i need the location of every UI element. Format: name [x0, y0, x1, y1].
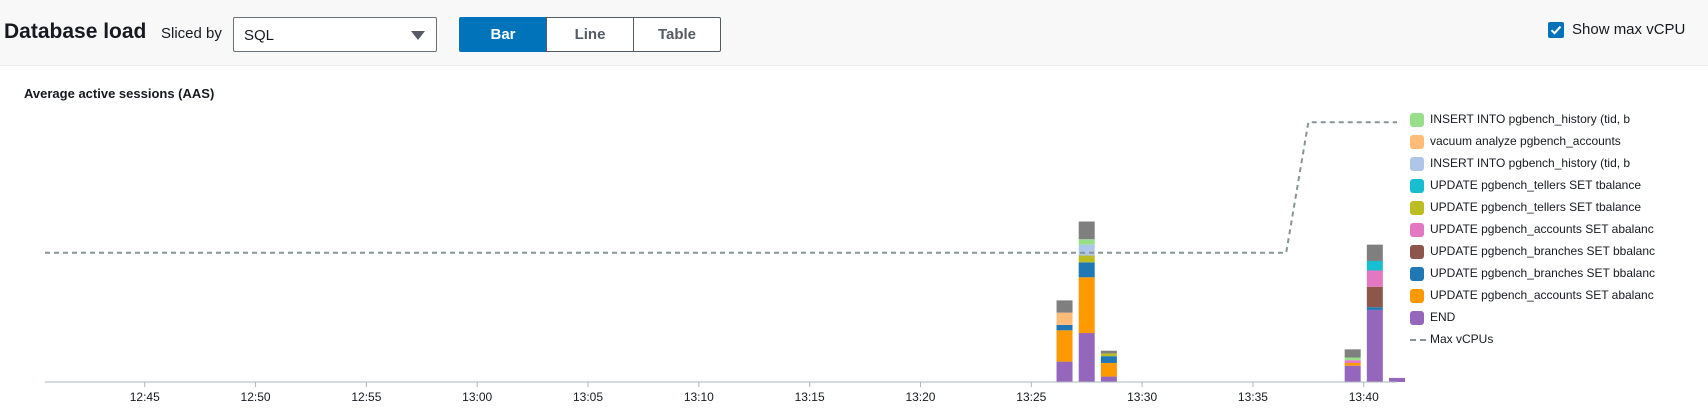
legend-swatch — [1410, 223, 1424, 237]
x-tick-label: 12:45 — [130, 390, 160, 404]
bar-segment-other — [1056, 300, 1073, 313]
page-title: Database load — [4, 20, 147, 43]
bar-segment — [1100, 356, 1117, 363]
legend-item[interactable]: UPDATE pgbench_branches SET bbalanc — [1410, 264, 1700, 286]
check-icon — [1550, 25, 1562, 35]
x-tick-label: 13:00 — [462, 390, 492, 404]
bar-segment — [1100, 376, 1117, 382]
bar-segment — [1344, 357, 1361, 361]
legend-swatch — [1410, 113, 1424, 127]
bar-segment — [1056, 312, 1073, 325]
x-tick-label: 13:15 — [795, 390, 825, 404]
x-tick-label: 13:35 — [1238, 390, 1268, 404]
bar-segment — [1366, 307, 1383, 310]
caret-down-icon — [411, 31, 425, 40]
legend-swatch — [1410, 311, 1424, 325]
sliced-by-label: Sliced by — [161, 25, 222, 42]
legend-label: UPDATE pgbench_tellers SET tbalance — [1430, 178, 1642, 192]
sliced-by-select[interactable]: SQL — [233, 17, 437, 52]
bar-segment — [1100, 353, 1117, 357]
x-tick-label: 13:40 — [1349, 390, 1379, 404]
legend-item[interactable]: vacuum analyze pgbench_accounts — [1410, 132, 1700, 154]
legend-swatch — [1410, 245, 1424, 259]
legend-swatch — [1410, 135, 1424, 149]
legend-item[interactable]: END — [1410, 308, 1700, 330]
legend-label: END — [1430, 310, 1456, 324]
chart-legend: INSERT INTO pgbench_history (tid, b vacuu… — [1410, 110, 1700, 352]
bar-segment — [1078, 277, 1095, 334]
x-tick-label: 13:10 — [684, 390, 714, 404]
legend-label: UPDATE pgbench_branches SET bbalanc — [1430, 244, 1656, 258]
bar-segment — [1366, 270, 1383, 287]
legend-swatch — [1410, 179, 1424, 193]
legend-swatch — [1410, 157, 1424, 171]
x-tick-label: 13:25 — [1016, 390, 1046, 404]
x-tick-label: 12:55 — [351, 390, 381, 404]
bar-segment — [1056, 330, 1073, 362]
bar-segment — [1344, 360, 1361, 363]
bar-segment — [1389, 377, 1405, 382]
legend-label: INSERT INTO pgbench_history (tid, b — [1430, 112, 1631, 126]
bar-segment — [1100, 362, 1117, 377]
chart-title: Average active sessions (AAS) — [24, 86, 215, 101]
show-max-vcpu-label: Show max vCPU — [1572, 21, 1686, 38]
legend-swatch — [1410, 267, 1424, 281]
legend-item[interactable]: INSERT INTO pgbench_history (tid, b — [1410, 154, 1700, 176]
legend-item[interactable]: Max vCPUs — [1410, 330, 1700, 352]
legend-label: Max vCPUs — [1430, 332, 1494, 346]
bar-segment — [1078, 255, 1095, 263]
legend-label: UPDATE pgbench_branches SET bbalanc — [1430, 266, 1656, 280]
x-tick-label: 13:05 — [573, 390, 603, 404]
legend-item[interactable]: INSERT INTO pgbench_history (tid, b — [1410, 110, 1700, 132]
bar-segment-other — [1078, 221, 1095, 240]
max-vcpu-line — [45, 121, 1397, 254]
legend-item[interactable]: UPDATE pgbench_accounts SET abalanc — [1410, 286, 1700, 308]
db-load-header: Database load Sliced by SQL Bar Line Tab… — [0, 0, 1708, 66]
bar-segment-other — [1366, 244, 1383, 261]
legend-label: vacuum analyze pgbench_accounts — [1430, 134, 1621, 148]
view-line-button[interactable]: Line — [546, 17, 634, 52]
legend-label: INSERT INTO pgbench_history (tid, b — [1430, 156, 1631, 170]
bar-segment — [1056, 361, 1073, 382]
bar-segment-other — [1344, 349, 1361, 358]
bar-segment — [1078, 239, 1095, 245]
bar-segment — [1056, 324, 1073, 331]
x-tick-label: 13:20 — [905, 390, 935, 404]
bar-segment — [1366, 260, 1383, 271]
legend-swatch — [1410, 289, 1424, 303]
sliced-by-value: SQL — [244, 27, 275, 44]
show-max-vcpu-checkbox[interactable] — [1548, 22, 1564, 38]
bar-segment — [1344, 365, 1361, 382]
x-tick-label: 12:50 — [241, 390, 271, 404]
bar-segment — [1078, 262, 1095, 278]
bar-segment — [1366, 309, 1383, 382]
legend-label: UPDATE pgbench_accounts SET abalanc — [1430, 222, 1654, 236]
legend-swatch — [1410, 201, 1424, 215]
legend-label: UPDATE pgbench_accounts SET abalanc — [1430, 288, 1654, 302]
legend-item[interactable]: UPDATE pgbench_accounts SET abalanc — [1410, 220, 1700, 242]
bar-segment — [1366, 286, 1383, 308]
legend-item[interactable]: UPDATE pgbench_tellers SET tbalance — [1410, 198, 1700, 220]
dashed-line-icon — [1410, 339, 1426, 341]
legend-item[interactable]: UPDATE pgbench_tellers SET tbalance — [1410, 176, 1700, 198]
view-table-button[interactable]: Table — [633, 17, 721, 52]
x-tick-label: 13:30 — [1127, 390, 1157, 404]
bar-segment — [1078, 333, 1095, 382]
legend-item[interactable]: UPDATE pgbench_branches SET bbalanc — [1410, 242, 1700, 264]
bar-segment — [1344, 362, 1361, 366]
bar-segment-other — [1100, 350, 1117, 354]
legend-label: UPDATE pgbench_tellers SET tbalance — [1430, 200, 1642, 214]
bar-segment — [1078, 244, 1095, 256]
